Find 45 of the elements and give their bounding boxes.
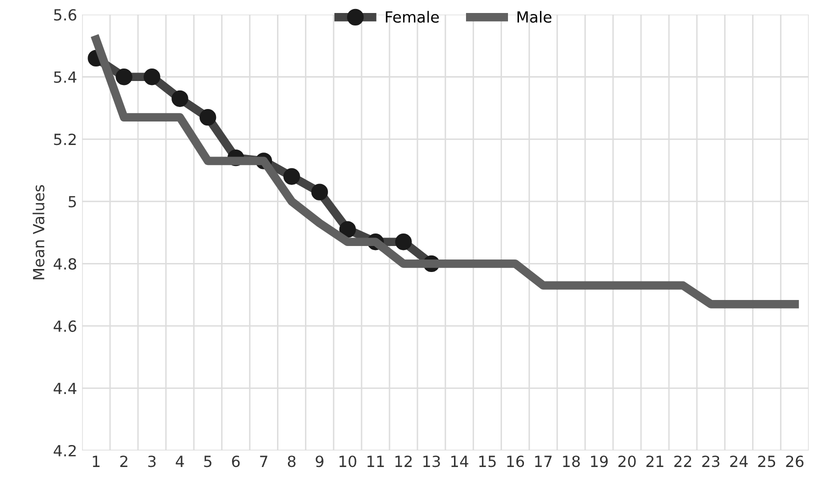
x-tick-label: 21 xyxy=(646,456,664,467)
x-tick-label: 5 xyxy=(204,456,212,468)
x-tick-label: 3 xyxy=(148,456,156,468)
x-tick-label: 8 xyxy=(288,456,296,468)
x-tick-label: 19 xyxy=(591,456,608,468)
x-tick-label: 26 xyxy=(786,456,804,468)
point xyxy=(339,221,356,238)
x-tick-label: 11 xyxy=(367,456,384,467)
x-tick-label: 7 xyxy=(260,456,268,467)
x-tick-label: 22 xyxy=(674,456,692,467)
point xyxy=(283,168,300,185)
y-tick-label: 4.8 xyxy=(54,258,76,270)
x-tick-label: 24 xyxy=(730,456,748,467)
x-tick-label: 15 xyxy=(479,456,496,468)
x-tick-label: 25 xyxy=(758,456,776,468)
point xyxy=(172,90,188,108)
x-tick-label: 17 xyxy=(535,456,552,467)
legend-label: Male xyxy=(518,10,552,23)
x-tick-label: 16 xyxy=(507,456,524,468)
point xyxy=(311,184,328,200)
x-tick-label: 4 xyxy=(176,456,184,467)
y-tick-label: 5 xyxy=(68,196,76,208)
y-tick-label: 4.6 xyxy=(54,320,76,332)
y-tick-label: 5.6 xyxy=(54,9,76,21)
y-tick-label: 5.4 xyxy=(54,72,76,83)
point xyxy=(144,68,160,86)
x-tick-label: 14 xyxy=(451,456,468,467)
x-tick-label: 18 xyxy=(563,456,580,468)
point xyxy=(395,234,412,250)
x-tick-label: 1 xyxy=(92,456,100,467)
x-tick-label: 13 xyxy=(423,456,440,468)
y-axis-title: Mean Values xyxy=(32,185,44,280)
x-tick-label: 2 xyxy=(120,456,128,467)
y-tick-label: 4.4 xyxy=(54,382,76,394)
x-tick-label: 20 xyxy=(618,456,636,468)
y-tick-label: 5.2 xyxy=(54,134,76,146)
point xyxy=(116,68,132,86)
legend-label: Female xyxy=(386,10,439,23)
x-tick-label: 23 xyxy=(702,456,720,468)
point xyxy=(200,109,216,126)
x-tick-label: 12 xyxy=(395,456,412,467)
x-tick-label: 10 xyxy=(340,456,356,468)
y-tick-label: 4.2 xyxy=(54,444,76,456)
x-tick-label: 6 xyxy=(232,456,240,468)
x-tick-label: 9 xyxy=(316,456,324,468)
